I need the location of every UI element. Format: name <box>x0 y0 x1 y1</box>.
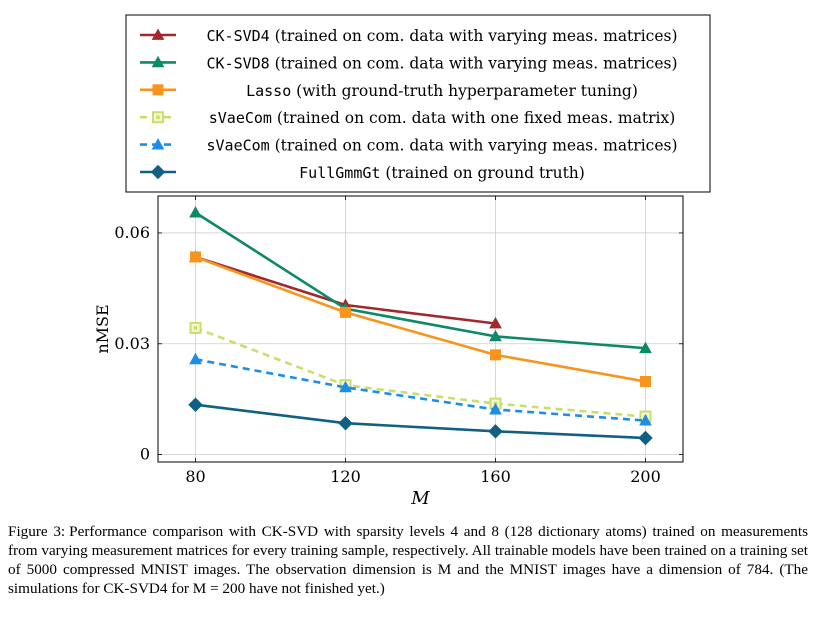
series-line-3 <box>195 326 646 418</box>
legend-entry-5: FullGmmGt (trained on ground truth) <box>299 164 585 182</box>
x-tick-label: 160 <box>480 467 511 486</box>
y-axis-label: nMSE <box>93 304 112 353</box>
data-point-1 <box>189 206 202 218</box>
legend-marker-3 <box>152 111 164 124</box>
legend-method: sVaeCom <box>209 109 272 127</box>
legend-note: (with ground-truth hyperparameter tuning… <box>291 82 638 100</box>
x-tick-label: 80 <box>185 467 205 486</box>
legend-marker-2 <box>152 84 164 96</box>
caption-label: Figure 3: <box>8 523 66 540</box>
series-line-4 <box>195 358 646 422</box>
data-point-2 <box>640 375 651 387</box>
data-point-2 <box>490 349 501 361</box>
legend-marker-4 <box>151 138 165 150</box>
series-line-1 <box>194 211 646 350</box>
legend-entry-1: CK-SVD8 (trained on com. data with varyi… <box>206 54 677 72</box>
plot-frame <box>157 195 684 463</box>
data-point-1 <box>489 329 502 342</box>
data-point-5 <box>338 416 353 431</box>
caption-text: Performance comparison with CK-SVD with … <box>8 523 808 597</box>
legend-method: CK-SVD8 <box>206 54 269 72</box>
y-tick-label: 0.06 <box>114 223 150 242</box>
data-point-5 <box>638 430 653 446</box>
legend-method: CK-SVD4 <box>206 27 269 45</box>
legend-note: (trained on com. data with one fixed mea… <box>272 109 675 127</box>
data-point-4 <box>339 380 352 393</box>
legend-method: Lasso <box>246 82 291 100</box>
x-axis-label: M <box>410 488 430 509</box>
legend-marker-5 <box>150 164 166 180</box>
data-point-2 <box>190 251 201 263</box>
x-tick-label: 120 <box>330 467 361 486</box>
legend-note: (trained on com. data with varying meas.… <box>270 137 678 155</box>
data-point-4 <box>189 352 202 365</box>
legend-marker-0 <box>151 28 165 40</box>
legend-note: (trained on com. data with varying meas.… <box>270 27 678 45</box>
legend-box <box>125 14 711 193</box>
data-point-1 <box>639 341 652 354</box>
marker-center <box>193 326 198 330</box>
legend: CK-SVD4 (trained on com. data with varyi… <box>125 14 711 193</box>
data-point-4 <box>639 414 652 426</box>
data-point-5 <box>188 397 203 412</box>
chart: CK-SVD4 (trained on com. data with varyi… <box>93 14 711 509</box>
data-point-4 <box>489 403 502 415</box>
legend-note: (trained on ground truth) <box>380 164 584 182</box>
legend-method: sVaeCom <box>206 137 269 155</box>
legend-note: (trained on com. data with varying meas.… <box>270 54 678 72</box>
series-line-5 <box>195 403 646 440</box>
legend-marker-1 <box>151 55 165 68</box>
legend-entry-0: CK-SVD4 (trained on com. data with varyi… <box>206 27 677 45</box>
y-tick-label: 0.03 <box>114 334 150 353</box>
data-point-3 <box>189 321 202 334</box>
data-point-0 <box>489 316 502 329</box>
figure-caption: Figure 3: Performance comparison with CK-… <box>8 522 808 598</box>
y-tick-label: 0 <box>140 445 150 464</box>
x-tick-label: 200 <box>630 467 661 486</box>
marker-center <box>156 115 160 119</box>
legend-entry-4: sVaeCom (trained on com. data with varyi… <box>206 137 677 155</box>
data-point-2 <box>340 306 351 318</box>
series-line-2 <box>195 255 646 383</box>
data-point-5 <box>488 424 503 439</box>
legend-entry-2: Lasso (with ground-truth hyperparameter … <box>246 82 638 100</box>
legend-method: FullGmmGt <box>299 164 380 182</box>
legend-entry-3: sVaeCom (trained on com. data with one f… <box>209 109 676 127</box>
